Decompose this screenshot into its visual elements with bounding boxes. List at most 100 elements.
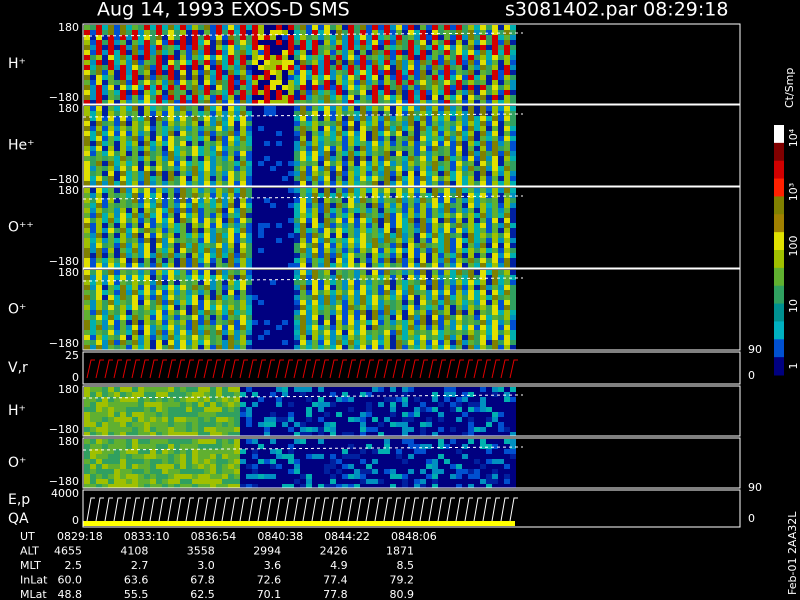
spectrogram-cell bbox=[366, 345, 372, 350]
spectrogram-cell bbox=[210, 422, 216, 427]
spectrogram-cell bbox=[438, 228, 444, 233]
spectrogram-cell bbox=[174, 275, 180, 280]
spectrogram-cell bbox=[282, 60, 288, 65]
spectrogram-cell bbox=[198, 345, 204, 350]
spectrogram-cell bbox=[486, 238, 492, 243]
spectrogram-cell bbox=[114, 427, 120, 432]
spectrogram-cell bbox=[312, 40, 318, 45]
spectrogram-cell bbox=[216, 136, 222, 141]
spectrogram-cell bbox=[84, 392, 90, 397]
spectrogram-cell bbox=[186, 228, 192, 233]
spectrogram-cell bbox=[252, 65, 258, 70]
spectrogram-cell bbox=[348, 116, 354, 121]
spectrogram-cell bbox=[150, 70, 156, 75]
spectrogram-cell bbox=[222, 402, 228, 407]
spectrogram-cell bbox=[174, 248, 180, 253]
spectrogram-cell bbox=[378, 136, 384, 141]
spectrogram-cell bbox=[102, 25, 108, 30]
spectrogram-cell bbox=[390, 280, 396, 285]
spectrogram-cell bbox=[258, 218, 264, 223]
spectrogram-cell bbox=[408, 203, 414, 208]
spectrogram-cell bbox=[132, 65, 138, 70]
spectrogram-cell bbox=[330, 188, 336, 193]
spectrogram-cell bbox=[360, 30, 366, 35]
spectrogram-cell bbox=[228, 25, 234, 30]
spectrogram-cell bbox=[120, 397, 126, 402]
spectrogram-cell bbox=[84, 193, 90, 198]
spectrogram-cell bbox=[282, 340, 288, 345]
spectrogram-cell bbox=[288, 280, 294, 285]
spectrogram-cell bbox=[300, 136, 306, 141]
spectrogram-cell bbox=[414, 295, 420, 300]
spectrogram-cell bbox=[504, 203, 510, 208]
spectrogram-cell bbox=[168, 90, 174, 95]
spectrogram-cell bbox=[102, 171, 108, 176]
spectrogram-cell bbox=[462, 30, 468, 35]
spectrogram-cell bbox=[456, 131, 462, 136]
spectrogram-cell bbox=[162, 407, 168, 412]
spectrogram-cell bbox=[126, 218, 132, 223]
spectrogram-cell bbox=[492, 345, 498, 350]
spectrogram-cell bbox=[168, 300, 174, 305]
spectrogram-cell bbox=[426, 218, 432, 223]
spectrogram-cell bbox=[390, 253, 396, 258]
spectrogram-cell bbox=[234, 223, 240, 228]
spectrogram-cell bbox=[390, 275, 396, 280]
spectrogram-cell bbox=[264, 213, 270, 218]
spectrogram-cell bbox=[210, 417, 216, 422]
spectrogram-cell bbox=[414, 50, 420, 55]
spectrogram-cell bbox=[240, 218, 246, 223]
spectrogram-cell bbox=[192, 275, 198, 280]
spectrogram-cell bbox=[90, 90, 96, 95]
spectrogram-cell bbox=[174, 422, 180, 427]
spectrogram-cell bbox=[354, 315, 360, 320]
spectrogram-cell bbox=[450, 315, 456, 320]
spectrogram-cell bbox=[486, 136, 492, 141]
spectrogram-cell bbox=[204, 290, 210, 295]
spectrogram-cell bbox=[420, 85, 426, 90]
spectrogram-cell bbox=[270, 70, 276, 75]
spectrogram-cell bbox=[132, 233, 138, 238]
spectrogram-area bbox=[82, 25, 524, 526]
spectrogram-cell bbox=[324, 290, 330, 295]
spectrogram-cell bbox=[402, 161, 408, 166]
spectrogram-cell bbox=[288, 70, 294, 75]
spectrogram-cell bbox=[132, 248, 138, 253]
spectrogram-cell bbox=[360, 60, 366, 65]
spectrogram-cell bbox=[294, 141, 300, 146]
spectrogram-cell bbox=[270, 35, 276, 40]
spectrogram-cell bbox=[150, 270, 156, 275]
spectrogram-cell bbox=[270, 422, 276, 427]
spectrogram-cell bbox=[366, 35, 372, 40]
spectrogram-cell bbox=[468, 270, 474, 275]
spectrogram-cell bbox=[264, 171, 270, 176]
spectrogram-cell bbox=[372, 95, 378, 100]
spectrogram-cell bbox=[402, 275, 408, 280]
spectrogram-cell bbox=[300, 310, 306, 315]
spectrogram-cell bbox=[156, 95, 162, 100]
spectrogram-cell bbox=[210, 55, 216, 60]
spectrogram-cell bbox=[180, 258, 186, 263]
spectrogram-cell bbox=[246, 203, 252, 208]
spectrogram-cell bbox=[408, 171, 414, 176]
spectrogram-cell bbox=[210, 270, 216, 275]
spectrogram-cell bbox=[108, 295, 114, 300]
spectrogram-cell bbox=[354, 161, 360, 166]
spectrogram-cell bbox=[426, 126, 432, 131]
spectrogram-cell bbox=[186, 300, 192, 305]
spectrogram-cell bbox=[504, 25, 510, 30]
spectrogram-cell bbox=[144, 188, 150, 193]
spectrogram-cell bbox=[138, 116, 144, 121]
spectrogram-cell bbox=[330, 233, 336, 238]
spectrogram-cell bbox=[474, 223, 480, 228]
spectrogram-cell bbox=[228, 325, 234, 330]
spectrogram-cell bbox=[306, 270, 312, 275]
spectrogram-cell bbox=[252, 193, 258, 198]
spectrogram-cell bbox=[192, 233, 198, 238]
spectrogram-cell bbox=[486, 285, 492, 290]
spectrogram-cell bbox=[456, 60, 462, 65]
spectrogram-cell bbox=[228, 300, 234, 305]
spectrogram-cell bbox=[192, 407, 198, 412]
spectrogram-cell bbox=[480, 116, 486, 121]
